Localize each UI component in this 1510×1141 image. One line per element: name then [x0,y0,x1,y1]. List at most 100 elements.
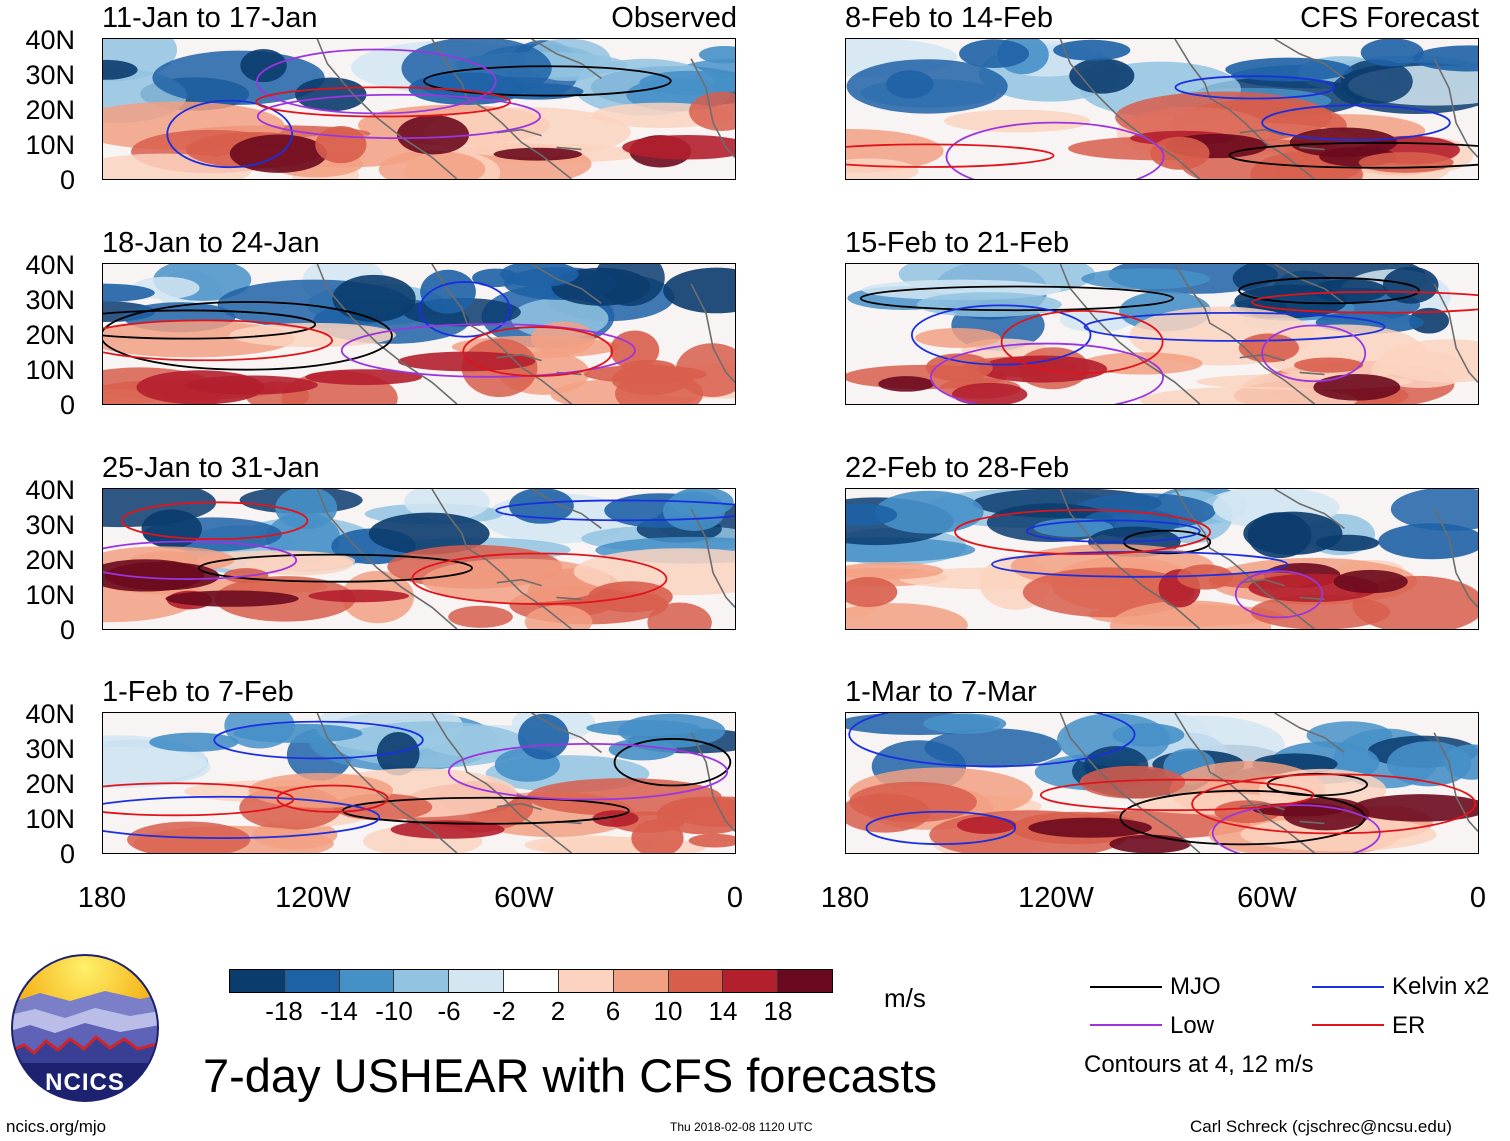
main-title: 7-day USHEAR with CFS forecasts [203,1049,937,1102]
colorbar-units: m/s [884,983,926,1013]
colorbar [229,969,833,993]
kelvin-contour [1025,519,1201,543]
low-contour [103,540,298,580]
lon-label-left: 60W [494,882,554,914]
colorbar-swatch [557,970,613,992]
lat-label: 30N [25,60,75,90]
colorbar-label: -10 [375,996,413,1026]
shear-field [103,264,735,404]
er-contour [1000,310,1164,375]
lat-label: 20N [25,320,75,350]
er-contour [411,552,668,605]
colorbar-label: 14 [708,996,738,1026]
colorbar-swatch [338,970,394,992]
er-contour [1191,773,1477,835]
colorbar-label: 10 [653,996,683,1026]
er-contour [120,501,309,541]
kelvin-contour [103,795,381,839]
colorbar-swatch [777,970,832,992]
colorbar-label: -18 [265,996,303,1026]
coastline [1059,264,1478,404]
lat-label: 40N [25,475,75,505]
shear-map [103,39,735,179]
panel-title-left-1: 11-Jan to 17-Jan [102,2,318,34]
mjo-legend-label: MJO [1170,973,1221,1000]
lat-label: 30N [25,510,75,540]
shear-map [103,264,735,404]
er-contour [462,326,614,377]
panel-title-left-3: 25-Jan to 31-Jan [102,452,320,484]
logo-text: NCICS [45,1069,125,1096]
timestamp: Thu 2018-02-08 1120 UTC [670,1120,813,1134]
kelvin-contour [848,713,1136,768]
kelvin-contour [495,499,735,522]
kelvin-legend-line [1312,986,1384,988]
map-panel-right-3 [845,488,1479,630]
panel-title-left-4: 1-Feb to 7-Feb [102,676,294,708]
shear-map [103,489,735,629]
kelvin-contour [910,304,1092,366]
map-panel-right-4 [845,712,1479,854]
coastline [1059,39,1478,179]
lat-label: 0 [59,165,75,195]
shear-field [103,39,735,179]
panel-title-left-2: 18-Jan to 24-Jan [102,227,320,259]
kelvin-contour [865,810,1017,846]
lat-label: 10N [25,580,75,610]
low-contour [340,323,636,378]
lat-label: 10N [25,355,75,385]
mjo-contour [341,796,630,825]
mjo-contour [198,553,473,583]
lat-label: 10N [25,804,75,834]
er-legend-label: ER [1392,1012,1426,1039]
lon-label-right: 180 [820,882,870,914]
lat-label: 20N [25,769,75,799]
mjo-contour [103,309,317,340]
mjo-contour [1228,141,1478,169]
colorbar-swatch [448,970,504,992]
colorbar-swatch [667,970,723,992]
low-contour [1261,324,1367,383]
colorbar-swatch [393,970,449,992]
lat-label: 40N [25,699,75,729]
coastline [316,489,735,629]
lat-label: 20N [25,545,75,575]
low-legend-line [1090,1024,1162,1026]
colorbar-label: -14 [320,996,358,1026]
kelvin-contour [166,99,294,169]
shear-map [846,264,1478,404]
credit: Carl Schreck (cjschrec@ncsu.edu) [1190,1117,1452,1136]
er-contour [1039,778,1315,812]
kelvin-contour [1174,75,1335,100]
map-panel-left-3 [102,488,736,630]
shear-map [846,39,1478,179]
colorbar-label: -6 [437,996,461,1026]
lat-label: 40N [25,25,75,55]
ncics-logo: NCICS [10,953,160,1103]
lon-label-right: 60W [1237,882,1297,914]
map-panel-right-2 [845,263,1479,405]
coastline [1059,489,1478,629]
shear-map [846,713,1478,853]
mjo-contour [103,301,393,371]
shear-field [846,39,1478,179]
lon-label-right: 0 [1469,882,1487,914]
website-link[interactable]: ncics.org/mjo [6,1117,107,1136]
kelvin-contour [1083,312,1386,342]
lat-label: 0 [59,390,75,420]
lat-label: 30N [25,285,75,315]
map-panel-left-2 [102,263,736,405]
low-contour [945,121,1165,179]
mjo-legend-line [1090,986,1162,988]
lat-label: 0 [59,615,75,645]
lat-label: 20N [25,95,75,125]
kelvin-legend-label: Kelvin x2 [1392,973,1490,1000]
colorbar-swatch [722,970,778,992]
low-contour [1211,804,1381,853]
mjo-contour [423,65,672,97]
colorbar-swatch [283,970,339,992]
er-contour [276,784,389,813]
colorbar-label: 2 [550,996,566,1026]
panel-title-right-3: 22-Feb to 28-Feb [845,452,1070,484]
colorbar-label: -2 [492,996,516,1026]
